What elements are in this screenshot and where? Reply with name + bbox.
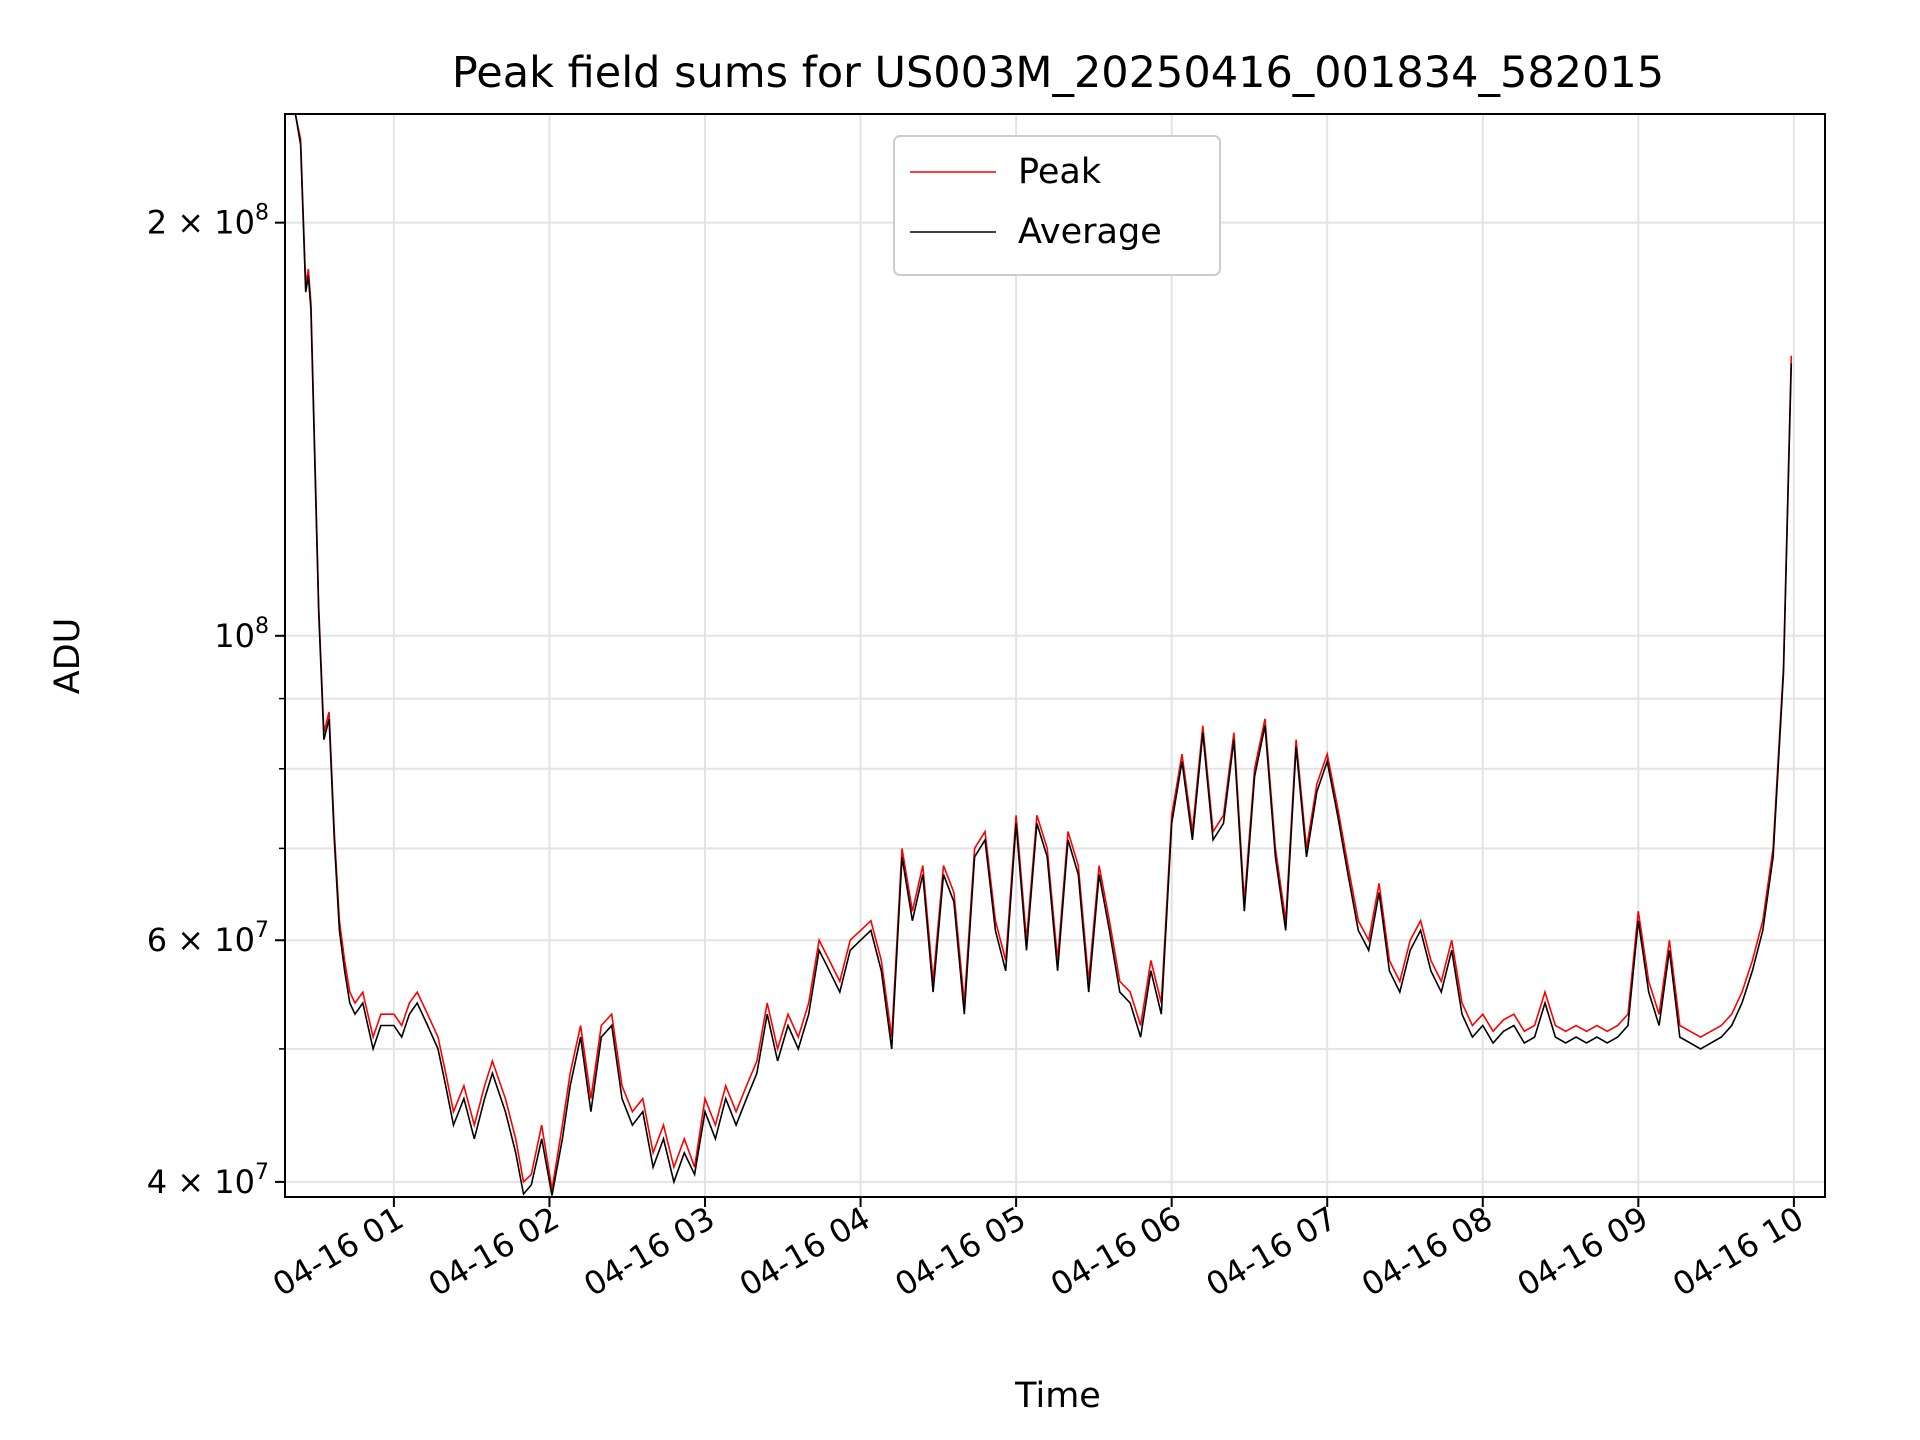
series-line-peak	[287, 114, 1793, 1190]
y-axis-title: ADU	[48, 618, 88, 695]
y-tick-label: 6 × 107	[147, 918, 269, 959]
legend: Peak Average	[893, 135, 1221, 276]
series-line-average	[287, 114, 1793, 1196]
plot-frame	[284, 113, 1826, 1198]
y-tick-label: 4 × 107	[147, 1160, 269, 1201]
series-group	[287, 114, 1793, 1196]
x-axis-title: Time	[1014, 1376, 1101, 1416]
plot-area: 04-16 01 04-16 02 04-16 03 04-16 04 04-16 05…	[147, 113, 1826, 1304]
y-tick-label: 2 × 108	[147, 201, 269, 242]
plot-background	[285, 114, 1825, 1197]
y-axis: 4 × 107 6 × 107 108 2 × 108	[147, 201, 285, 1201]
y-tick-label: 108	[214, 614, 269, 655]
legend-label-average: Average	[1018, 212, 1162, 252]
chart-title: Peak field sums for US003M_20250416_0018…	[452, 48, 1664, 98]
legend-label-peak: Peak	[1018, 152, 1102, 192]
legend-box	[893, 135, 1221, 276]
x-gridlines	[392, 114, 1795, 1197]
